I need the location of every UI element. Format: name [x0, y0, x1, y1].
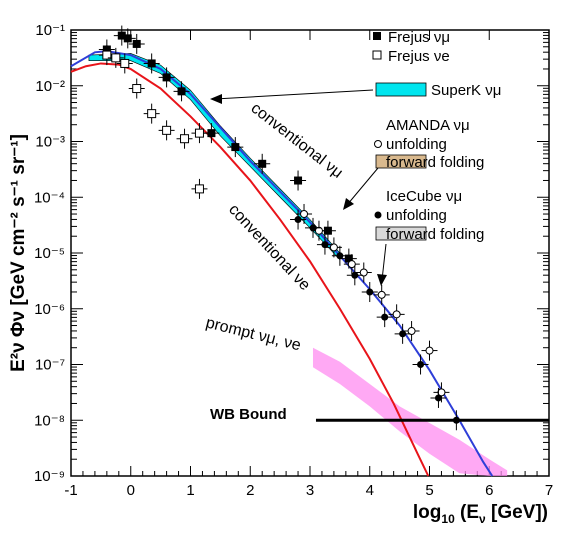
amanda-point [314, 226, 323, 235]
legend: Frejus νμ Frejus νe SuperK νμ AMANDA νμ … [372, 29, 501, 243]
legend-label-icecube: IceCube νμ [386, 188, 462, 205]
legend-label-amanda: AMANDA νμ [386, 117, 470, 134]
y-tick-label: 10⁻⁴ [34, 189, 65, 206]
superk-band [88, 53, 341, 261]
icecube-point [381, 313, 389, 321]
x-tick-label: 3 [306, 482, 314, 499]
icecube-arrow [377, 243, 387, 286]
amanda-point [329, 243, 338, 252]
frejus-numu-point [344, 254, 353, 263]
y-axis-label: E²ν Φν [GeV cm⁻² s⁻¹ sr⁻¹] [8, 134, 29, 372]
frejus-numu-point [132, 39, 141, 48]
frejus-numu-point [258, 159, 267, 168]
icecube-point [336, 252, 344, 260]
conventional-numu-curve [70, 50, 494, 477]
y-tick-label: 10⁻³ [35, 134, 65, 151]
x-tick-label: -1 [64, 482, 77, 499]
legend-marker-frejus-e [372, 50, 382, 60]
legend-box-icecube-ff [375, 226, 427, 241]
annotation-wb-bound: WB Bound [210, 406, 287, 423]
legend-marker-icecube-unfold [374, 211, 382, 219]
icecube-point [452, 416, 460, 424]
icecube-point [434, 394, 442, 402]
legend-label-icecube-ff: forward folding [386, 226, 484, 243]
frejus-numu-point [177, 87, 186, 96]
annotation-prompt: prompt νμ, νe [204, 314, 303, 354]
frejus-numu-point [323, 226, 332, 235]
frejus-nue-point [194, 184, 204, 194]
flux-curves [70, 50, 549, 477]
x-tick-label: 1 [186, 482, 194, 499]
frejus-numu-point [162, 73, 171, 82]
frejus-nue-point [132, 84, 142, 94]
y-tick-label: 10⁻⁸ [34, 412, 65, 429]
x-tick-label: 0 [127, 482, 135, 499]
data-points [98, 25, 465, 431]
legend-label-frejus-mu: Frejus νμ [388, 29, 450, 46]
legend-label-icecube-unfold: unfolding [386, 207, 447, 224]
frejus-numu-point [231, 143, 240, 152]
amanda-point [377, 290, 386, 299]
x-tick-label: 7 [545, 482, 553, 499]
frejus-nue-point [120, 58, 130, 68]
frejus-nue-point [162, 125, 172, 135]
frejus-numu-point [117, 31, 126, 40]
x-axis-label: log10 (Eν [GeV]) [413, 502, 548, 526]
conventional-nue-curve [70, 62, 430, 477]
x-tick-label: 6 [485, 482, 493, 499]
legend-marker-frejus-mu [373, 32, 381, 40]
axis-ticks: -1 0 1 2 3 4 5 6 7 10⁻⁹ 10⁻⁸ 10⁻⁷ 10⁻⁶ 10⁻⁵ 10⁻⁴ 10⁻³ 10… [34, 22, 553, 499]
prompt-band [312, 347, 508, 476]
legend-box-superk [375, 82, 427, 97]
frejus-nue-point [147, 109, 157, 119]
y-tick-label: 10⁻⁷ [35, 357, 65, 374]
y-tick-label: 10⁻² [35, 78, 65, 95]
legend-label-superk: SuperK νμ [431, 82, 501, 99]
y-tick-label: 10⁻⁶ [34, 301, 65, 318]
amanda-point [359, 268, 368, 277]
frejus-numu-point [123, 34, 132, 43]
y-tick-label: 10⁻⁵ [34, 245, 65, 262]
amanda-point [300, 209, 309, 218]
amanda-point [425, 346, 434, 355]
icecube-point [366, 288, 374, 296]
amanda-arrow [343, 167, 379, 210]
icecube-point [399, 330, 407, 338]
amanda-point [437, 388, 446, 397]
y-tick-label: 10⁻¹ [35, 22, 65, 39]
icecube-point [417, 361, 425, 368]
frejus-nue-point [194, 128, 204, 138]
legend-label-amanda-ff: forward folding [386, 154, 484, 171]
frejus-nue-point [102, 50, 112, 60]
icecube-point [321, 241, 329, 249]
icecube-point [309, 224, 317, 232]
legend-label-amanda-unfold: unfolding [386, 136, 447, 153]
x-tick-label: 5 [425, 482, 433, 499]
icecube-point [351, 271, 359, 279]
frejus-numu-point [207, 129, 216, 138]
frejus-nue-point [111, 53, 121, 63]
icecube-point [294, 216, 302, 224]
frejus-numu-point [147, 59, 156, 68]
amanda-point [347, 260, 356, 269]
amanda-point [392, 310, 401, 319]
superk-arrow [210, 89, 374, 104]
x-tick-label: 2 [246, 482, 254, 499]
frejus-nue-point [180, 134, 190, 144]
legend-marker-amanda-unfold [374, 140, 382, 148]
amanda-point [407, 327, 416, 336]
y-tick-label: 10⁻⁹ [34, 468, 65, 485]
legend-box-amanda-ff [375, 154, 427, 169]
x-tick-label: 4 [366, 482, 374, 499]
frejus-numu-point [294, 176, 303, 185]
legend-label-frejus-e: Frejus νe [388, 48, 450, 65]
